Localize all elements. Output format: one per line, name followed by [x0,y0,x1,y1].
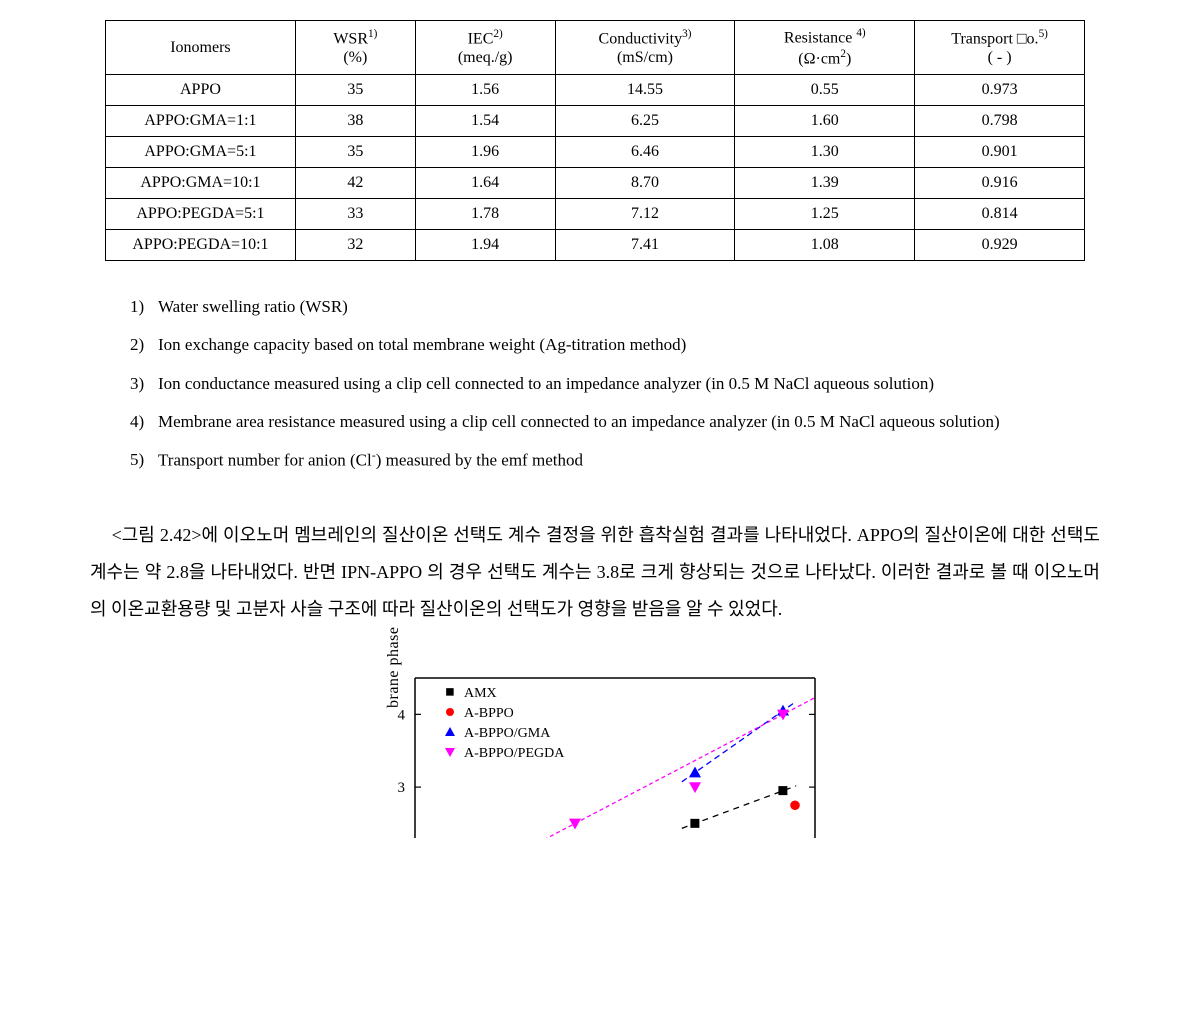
footnote-text: Ion exchange capacity based on total mem… [158,329,1060,361]
table-cell: 0.929 [915,230,1085,261]
col-header-2: IEC2)(meq./g) [415,21,555,75]
svg-text:A-BPPO: A-BPPO [464,706,514,721]
footnote: 2)Ion exchange capacity based on total m… [130,329,1060,361]
table-cell: APPO:GMA=5:1 [106,137,296,168]
svg-text:AMX: AMX [464,686,497,701]
svg-text:4: 4 [398,707,406,723]
table-cell: 1.64 [415,168,555,199]
table-cell: 0.916 [915,168,1085,199]
table-cell: APPO:GMA=10:1 [106,168,296,199]
table-cell: 7.41 [555,230,735,261]
svg-text:3: 3 [398,780,406,796]
footnote-number: 4) [130,406,158,438]
footnote: 5)Transport number for anion (Cl-) measu… [130,444,1060,477]
table-cell: 38 [295,106,415,137]
table-cell: 32 [295,230,415,261]
table-cell: 7.12 [555,199,735,230]
table-cell: APPO:PEGDA=10:1 [106,230,296,261]
table-footnotes: 1)Water swelling ratio (WSR)2)Ion exchan… [130,291,1060,477]
table-cell: 0.901 [915,137,1085,168]
footnote: 4)Membrane area resistance measured usin… [130,406,1060,438]
table-cell: 1.39 [735,168,915,199]
ionomer-properties-table: IonomersWSR1)(%)IEC2)(meq./g)Conductivit… [105,20,1085,261]
svg-text:A-BPPO/GMA: A-BPPO/GMA [464,726,551,741]
table-cell: 14.55 [555,75,735,106]
col-header-0: Ionomers [106,21,296,75]
table-cell: 0.973 [915,75,1085,106]
table-cell: 1.25 [735,199,915,230]
chart-svg: 3 4 AMX A-BPPO A-BPPO/GMA A-BPPO/PEGDA [365,668,825,838]
table-cell: 1.54 [415,106,555,137]
footnote-text: Transport number for anion (Cl-) measure… [158,444,1060,477]
table-cell: 1.56 [415,75,555,106]
col-header-1: WSR1)(%) [295,21,415,75]
table-cell: 8.70 [555,168,735,199]
table-cell: 42 [295,168,415,199]
table-cell: 6.46 [555,137,735,168]
col-header-3: Conductivity3)(mS/cm) [555,21,735,75]
footnote-number: 3) [130,368,158,400]
footnote: 3)Ion conductance measured using a clip … [130,368,1060,400]
footnote-number: 2) [130,329,158,361]
table-cell: 0.55 [735,75,915,106]
footnote-number: 5) [130,444,158,477]
footnote-text: Water swelling ratio (WSR) [158,291,1060,323]
table-row: APPO351.5614.550.550.973 [106,75,1085,106]
col-header-5: Transport □o.5)( - ) [915,21,1085,75]
svg-text:A-BPPO/PEGDA: A-BPPO/PEGDA [464,746,565,761]
table-cell: 1.96 [415,137,555,168]
table-cell: 1.30 [735,137,915,168]
footnote: 1)Water swelling ratio (WSR) [130,291,1060,323]
table-cell: 1.78 [415,199,555,230]
table-row: APPO:GMA=1:1381.546.251.600.798 [106,106,1085,137]
table-cell: 0.814 [915,199,1085,230]
chart-y-axis-label: brane phase [385,626,403,707]
table-cell: 33 [295,199,415,230]
table-cell: 35 [295,75,415,106]
selectivity-chart: brane phase 34AMXA-BPPOA-BPPO/GMAA-BPPO/… [90,668,1100,848]
col-header-4: Resistance 4)(Ω·cm2) [735,21,915,75]
table-cell: APPO:GMA=1:1 [106,106,296,137]
table-cell: 1.60 [735,106,915,137]
table-cell: APPO:PEGDA=5:1 [106,199,296,230]
body-paragraph: <그림 2.42>에 이오노머 멤브레인의 질산이온 선택도 계수 결정을 위한… [90,517,1100,628]
table-cell: 6.25 [555,106,735,137]
table-row: APPO:GMA=10:1421.648.701.390.916 [106,168,1085,199]
footnote-text: Membrane area resistance measured using … [158,406,1060,438]
table-cell: 1.08 [735,230,915,261]
table-row: APPO:PEGDA=5:1331.787.121.250.814 [106,199,1085,230]
footnote-text: Ion conductance measured using a clip ce… [158,368,1060,400]
table-row: APPO:GMA=5:1351.966.461.300.901 [106,137,1085,168]
table-cell: 35 [295,137,415,168]
table-cell: 0.798 [915,106,1085,137]
table-row: APPO:PEGDA=10:1321.947.411.080.929 [106,230,1085,261]
table-cell: APPO [106,75,296,106]
footnote-number: 1) [130,291,158,323]
table-cell: 1.94 [415,230,555,261]
